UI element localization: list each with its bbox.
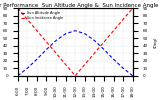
Legend: Sun Altitude Angle, Sun Incidence Angle: Sun Altitude Angle, Sun Incidence Angle xyxy=(20,10,64,21)
Title: Solar PV/Inverter Performance  Sun Altitude Angle &  Sun Incidence Angle on PV P: Solar PV/Inverter Performance Sun Altitu… xyxy=(0,3,160,8)
Y-axis label: (Deg): (Deg) xyxy=(153,36,157,48)
